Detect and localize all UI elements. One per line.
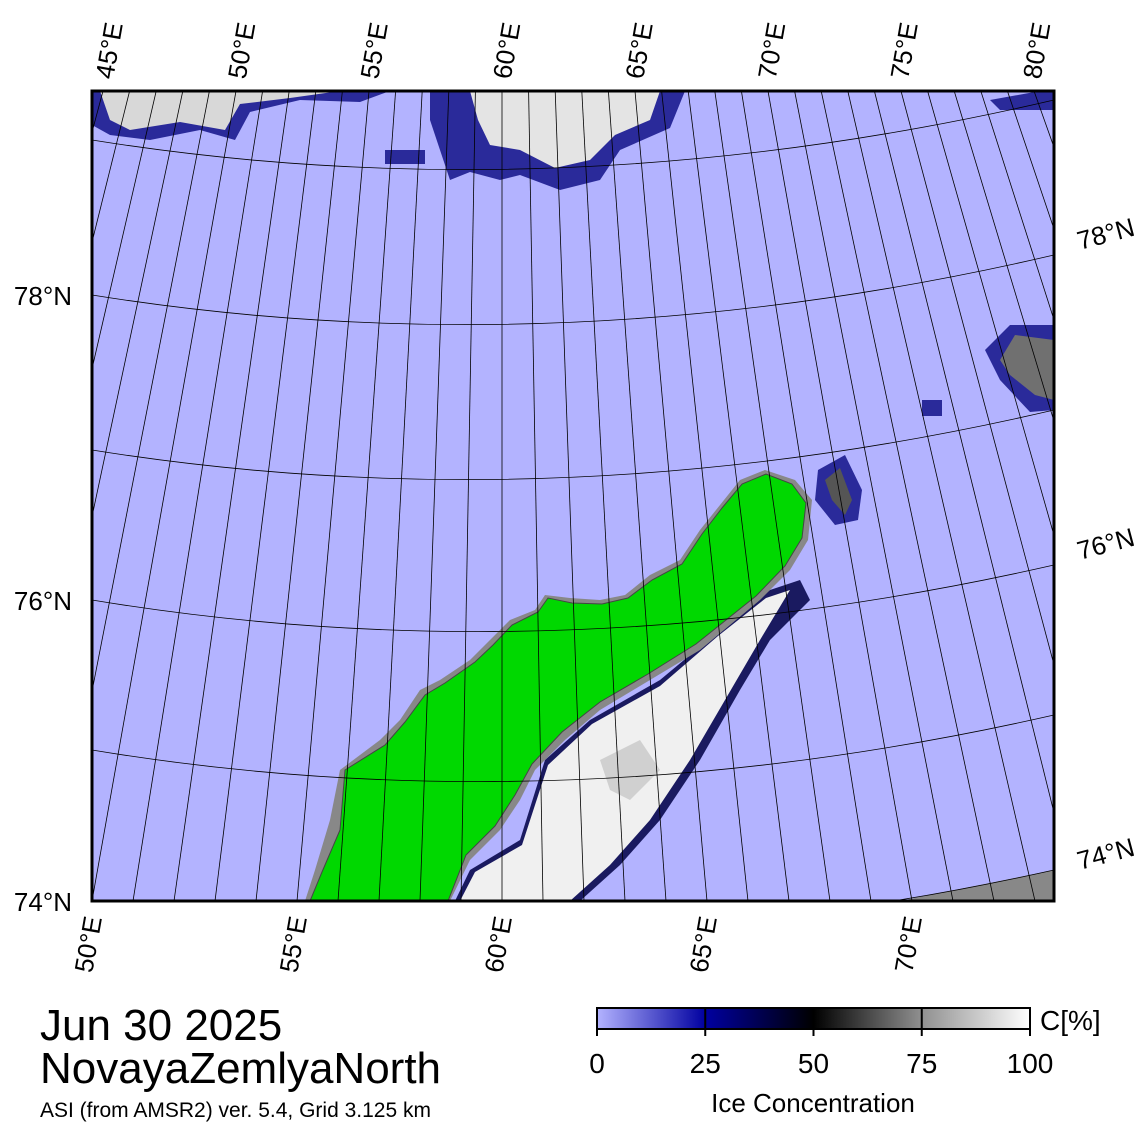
coord-label: 80°E bbox=[1017, 20, 1056, 81]
meridian bbox=[847, 91, 1036, 901]
colorbar-ticks: 0 25 50 75 100 bbox=[589, 1008, 1053, 1079]
colorbar-title: Ice Concentration bbox=[711, 1088, 915, 1118]
meridian bbox=[296, 91, 370, 901]
colorbar-tick-label: 25 bbox=[690, 1048, 721, 1079]
coord-label: 70°E bbox=[752, 20, 791, 81]
parallel bbox=[92, 99, 1054, 170]
parallel bbox=[92, 409, 1054, 480]
meridian bbox=[337, 91, 396, 901]
meridian bbox=[661, 91, 749, 901]
parallel bbox=[92, 254, 1054, 325]
meridian bbox=[0, 91, 50, 901]
meridian bbox=[767, 91, 913, 901]
coord-label: 55°E bbox=[354, 20, 393, 81]
coord-label: 65°E bbox=[684, 914, 723, 975]
meridian bbox=[255, 91, 343, 901]
colorbar-tick-label: 0 bbox=[589, 1048, 605, 1079]
ice-pack bbox=[825, 468, 852, 515]
meridian bbox=[1061, 91, 1147, 901]
graticule bbox=[0, 91, 1147, 901]
meridian bbox=[173, 91, 290, 901]
meridian bbox=[1114, 91, 1147, 901]
coord-label: 74°N bbox=[1074, 832, 1138, 876]
colorbar-tick-label: 100 bbox=[1007, 1048, 1054, 1079]
coord-label: 45°E bbox=[89, 20, 128, 81]
meridian bbox=[378, 91, 423, 901]
meridian bbox=[132, 91, 263, 901]
parallel bbox=[92, 714, 1054, 783]
parallel bbox=[92, 869, 1054, 901]
meridian bbox=[980, 91, 1054, 322]
meridian bbox=[92, 91, 157, 371]
ice-edge bbox=[990, 91, 1054, 110]
meridian bbox=[554, 91, 585, 901]
coord-label: 50°E bbox=[222, 20, 261, 81]
meridian bbox=[608, 91, 667, 901]
ice-edge bbox=[922, 400, 942, 416]
colorbar-tick-label: 75 bbox=[906, 1048, 937, 1079]
meridian bbox=[900, 91, 1054, 667]
ice-edge bbox=[385, 150, 425, 164]
meridian bbox=[634, 91, 708, 901]
meridian bbox=[794, 91, 954, 901]
ice-pack bbox=[460, 590, 790, 901]
meridian bbox=[927, 91, 1054, 537]
meridian bbox=[92, 91, 237, 901]
coord-label: 78°N bbox=[14, 281, 72, 311]
meridian bbox=[1140, 91, 1147, 901]
meridian bbox=[460, 91, 476, 901]
coord-label: 60°E bbox=[479, 914, 518, 975]
coord-label: 55°E bbox=[274, 914, 313, 975]
parallel bbox=[92, 564, 1054, 633]
coord-label: 65°E bbox=[619, 20, 658, 81]
colorbar-unit: C[%] bbox=[1040, 1005, 1101, 1036]
meridian bbox=[92, 91, 184, 519]
meridian bbox=[0, 91, 23, 901]
meridian bbox=[92, 91, 210, 694]
map-area bbox=[0, 91, 1147, 901]
meridian bbox=[581, 91, 626, 901]
meridian bbox=[0, 91, 76, 901]
region: NovayaZemlyaNorth bbox=[40, 1044, 441, 1093]
coord-label: 76°N bbox=[1074, 522, 1138, 566]
date: Jun 30 2025 bbox=[40, 1001, 282, 1050]
ice-pack bbox=[1000, 335, 1054, 400]
meridian bbox=[741, 91, 872, 901]
coord-label: 74°N bbox=[14, 887, 72, 917]
meridian bbox=[528, 91, 544, 901]
meridian bbox=[874, 91, 1054, 815]
meridian bbox=[714, 91, 831, 901]
coord-label: 78°N bbox=[1074, 212, 1138, 256]
meridian bbox=[820, 91, 995, 901]
map-frame bbox=[90, 89, 1056, 903]
ice-pack bbox=[100, 91, 340, 130]
ice-pack bbox=[470, 91, 660, 168]
land bbox=[309, 473, 807, 901]
ice-texture bbox=[600, 740, 660, 800]
coord-label: 70°E bbox=[889, 914, 928, 975]
coord-label: 76°N bbox=[14, 586, 72, 616]
source: ASI (from AMSR2) ver. 5.4, Grid 3.125 km bbox=[40, 1099, 431, 1122]
meridian bbox=[419, 91, 450, 901]
colorbar-tick-label: 50 bbox=[798, 1048, 829, 1079]
meridian bbox=[687, 91, 790, 901]
meridian bbox=[953, 91, 1054, 423]
coord-label: 75°E bbox=[884, 20, 923, 81]
meridian bbox=[92, 91, 104, 134]
coord-label: 60°E bbox=[487, 20, 526, 81]
meridian bbox=[1087, 91, 1147, 901]
coord-label: 50°E bbox=[69, 914, 108, 975]
meridian bbox=[214, 91, 317, 901]
meridian bbox=[92, 91, 130, 244]
